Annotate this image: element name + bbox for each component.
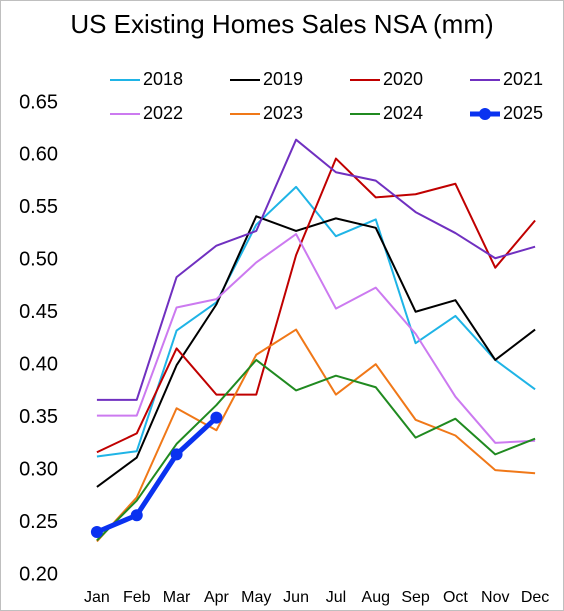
y-tick-label: 0.65 [19,91,58,113]
x-tick-label: Apr [204,589,230,606]
x-tick-label: Aug [362,589,390,606]
series-line [96,328,536,543]
marker [90,525,103,538]
series-line [96,157,536,454]
x-tick-label: Mar [163,589,191,606]
y-tick-label: 0.40 [19,354,58,376]
marker [210,411,223,424]
y-tick-label: 0.45 [19,301,58,323]
x-tick-label: Jun [283,589,309,606]
x-tick-label: Sep [401,589,430,606]
legend-label: 2023 [263,103,303,123]
legend-label: 2024 [383,103,423,123]
legend-label: 2021 [503,69,543,89]
y-tick-label: 0.35 [19,406,58,428]
x-tick-label: Feb [123,589,151,606]
series-line [96,185,536,458]
marker [170,448,183,461]
chart-title: US Existing Homes Sales NSA (mm) [70,9,493,39]
y-tick-label: 0.60 [19,144,58,166]
legend-marker [479,108,491,120]
x-tick-label: Jul [326,589,346,606]
legend-label: 2022 [143,103,183,123]
series-line [96,358,536,542]
x-tick-label: Oct [443,589,468,606]
series-line [95,415,219,535]
legend-label: 2020 [383,69,423,89]
legend-label: 2019 [263,69,303,89]
legend-label: 2025 [503,103,543,123]
series-line [96,138,536,401]
y-tick-label: 0.25 [19,511,58,533]
y-tick-label: 0.55 [19,196,58,218]
x-tick-label: Nov [481,589,509,606]
legend-label: 2018 [143,69,183,89]
x-tick-label: May [241,589,271,606]
x-tick-label: Dec [521,589,549,606]
x-tick-label: Jan [84,589,110,606]
marker [130,509,143,522]
series-line [96,215,536,488]
y-tick-label: 0.20 [19,563,58,585]
y-tick-label: 0.50 [19,249,58,271]
y-tick-label: 0.30 [19,458,58,480]
series-line [96,233,536,444]
